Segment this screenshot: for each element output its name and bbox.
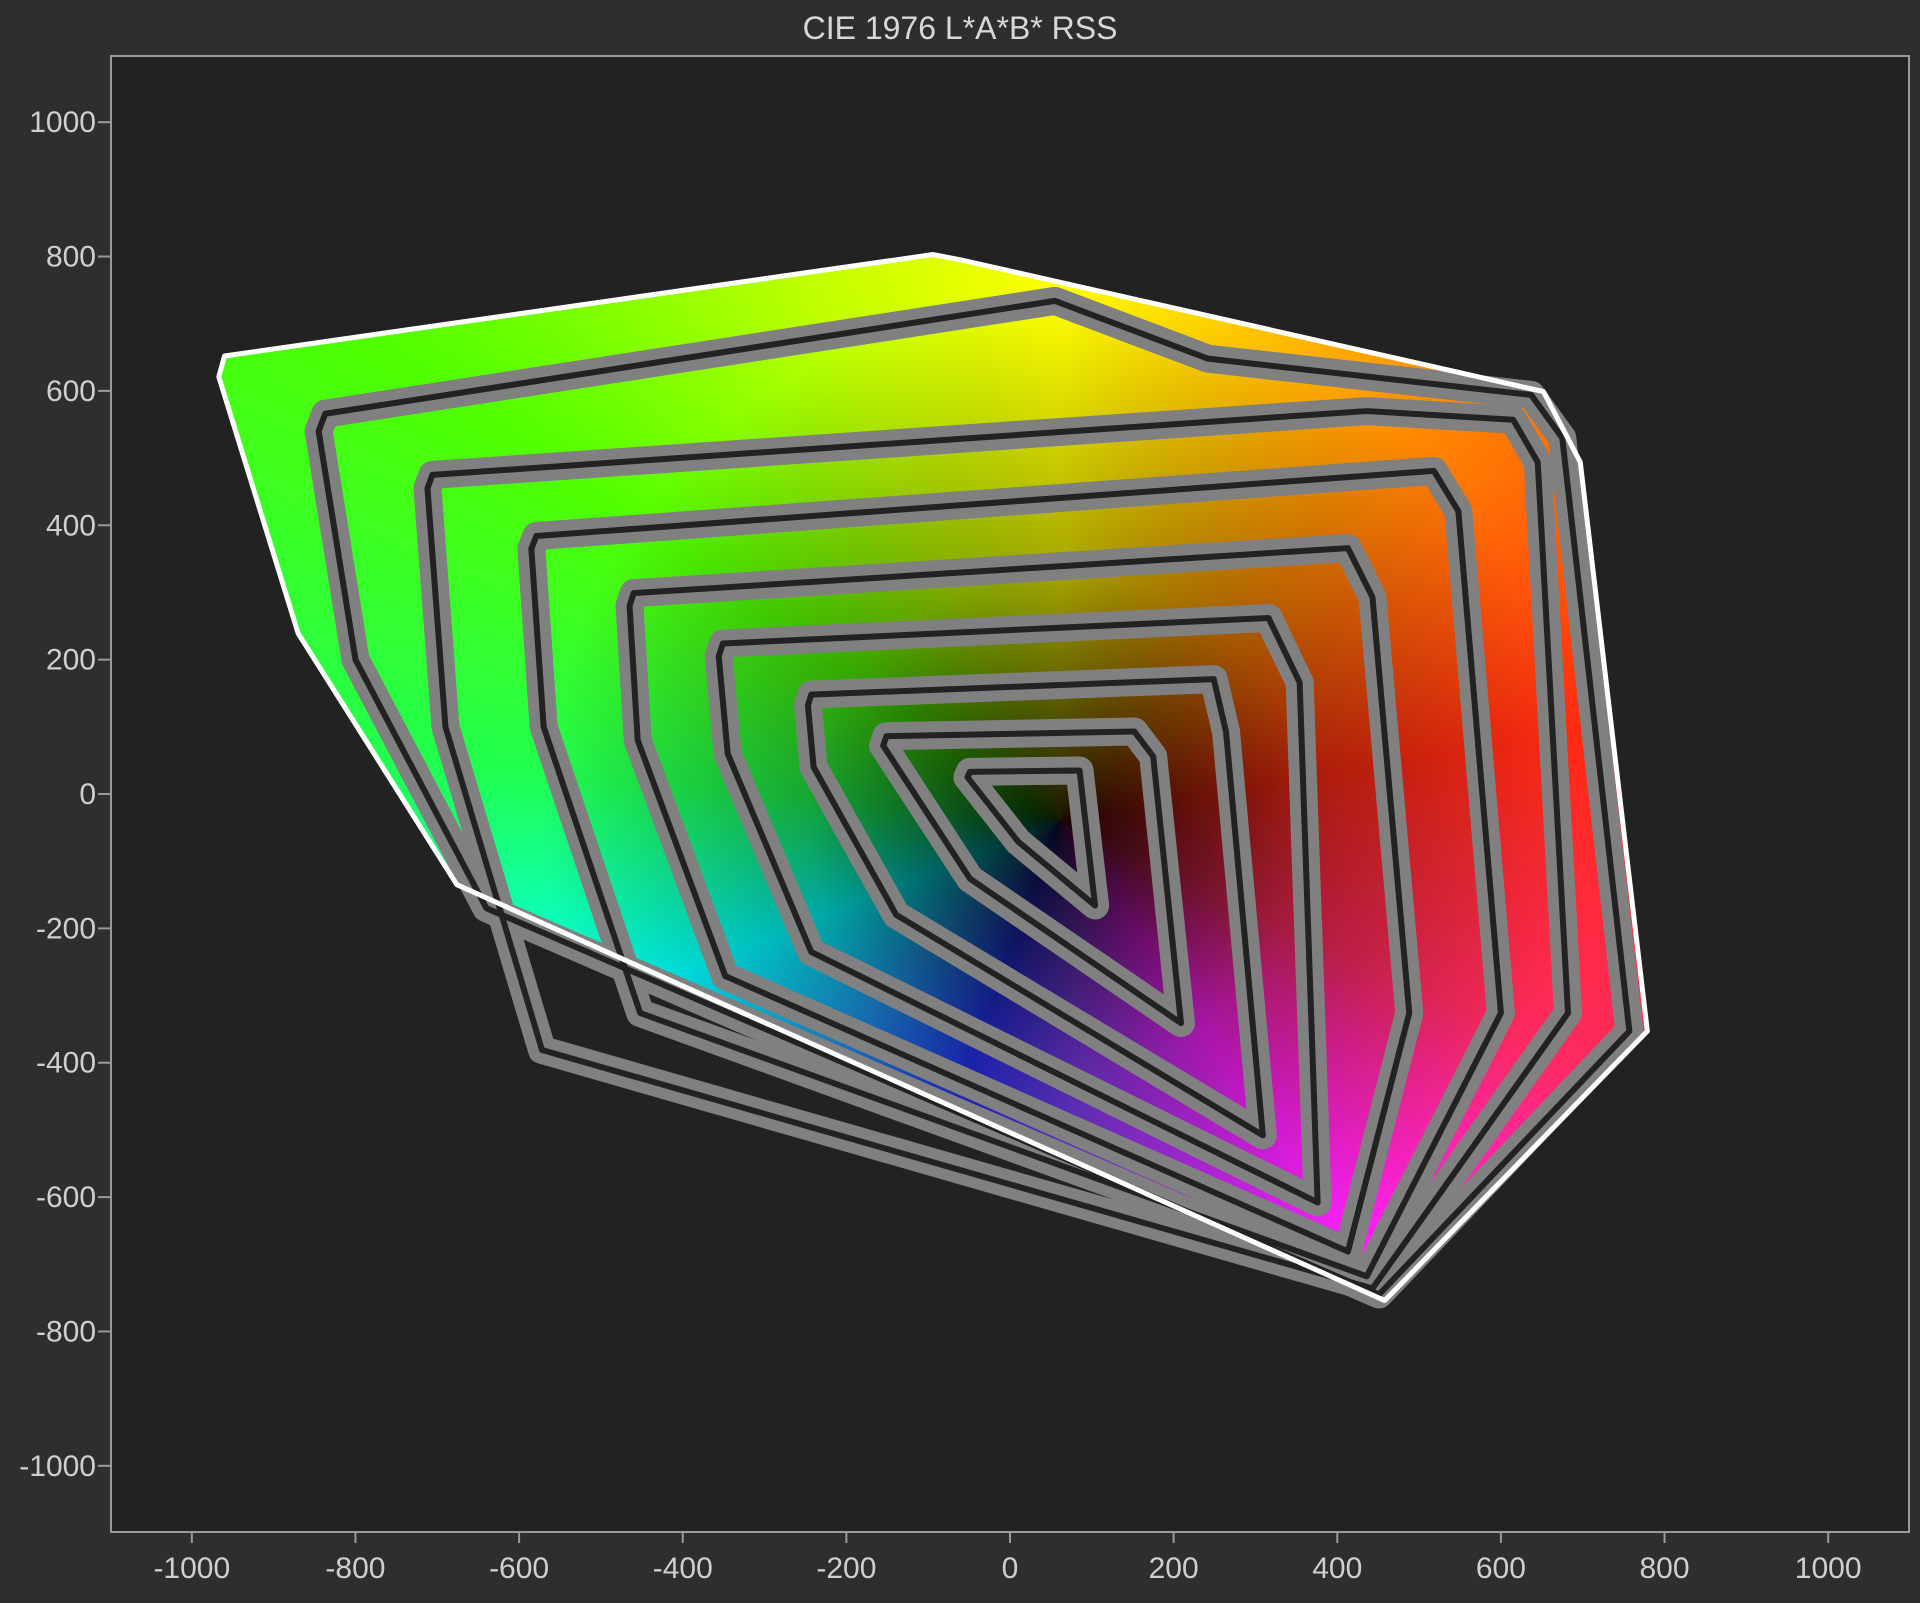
- x-tick-label: -1000: [153, 1552, 230, 1585]
- contour-line: [424, 408, 1571, 1292]
- y-tick-label: -600: [36, 1181, 96, 1214]
- contour-line: [804, 676, 1266, 1139]
- x-tick-label: 1000: [1795, 1552, 1862, 1585]
- x-tick-label: 800: [1640, 1552, 1690, 1585]
- contour-line: [528, 467, 1504, 1280]
- y-tick-label: -200: [36, 912, 96, 945]
- contour-group: [216, 252, 1650, 1309]
- gamut-outline: [216, 252, 1650, 1304]
- contour-line: [315, 297, 1633, 1298]
- y-tick-label: 600: [46, 375, 96, 408]
- y-tick-label: 1000: [29, 106, 96, 139]
- x-tick-label: -400: [653, 1552, 713, 1585]
- y-tick-label: 800: [46, 241, 96, 274]
- chart-title: CIE 1976 L*A*B* RSS: [802, 10, 1118, 46]
- y-tick-label: 0: [79, 778, 96, 811]
- x-tick-label: 200: [1149, 1552, 1199, 1585]
- y-tick-label: -800: [36, 1315, 96, 1348]
- contour-line: [964, 767, 1099, 909]
- x-tick-label: 400: [1312, 1552, 1362, 1585]
- y-axis-ticks: 1000 800 600 400 200 0 -200 -400 -600 -800 -1000: [19, 106, 110, 1483]
- x-axis-ticks: -1000 -800 -600 -400 -200 0 200 400 600 800 1000: [153, 1533, 1862, 1585]
- x-tick-label: -200: [816, 1552, 876, 1585]
- y-tick-label: -1000: [19, 1450, 96, 1483]
- y-tick-label: 200: [46, 644, 96, 677]
- contour-line: [880, 728, 1184, 1027]
- x-tick-label: -800: [325, 1552, 385, 1585]
- y-tick-label: 400: [46, 509, 96, 542]
- contour-line: [626, 545, 1413, 1255]
- x-tick-label: 0: [1002, 1552, 1019, 1585]
- contour-line: [715, 614, 1321, 1206]
- x-tick-label: -600: [489, 1552, 549, 1585]
- x-tick-label: 600: [1476, 1552, 1526, 1585]
- y-tick-label: -400: [36, 1047, 96, 1080]
